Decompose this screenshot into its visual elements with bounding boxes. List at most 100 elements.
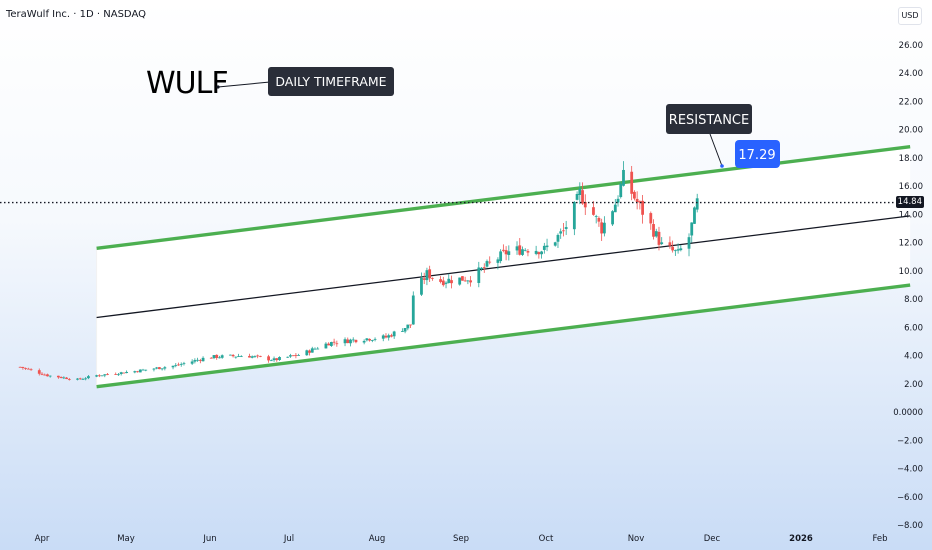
y-tick-label: −6.00 [897,493,923,503]
currency-label[interactable]: USD [898,7,922,25]
candle-body [256,355,260,357]
candles [18,161,699,381]
candle-body [155,367,159,369]
ticker-connector [217,81,271,88]
candle-body [21,366,25,368]
y-tick-label: 20.00 [899,126,923,136]
candle-body [635,198,639,203]
candle-body [594,216,598,217]
candle-body [441,280,445,286]
candle-body [329,342,333,346]
resistance-badge [735,140,780,168]
candle-body [537,252,541,255]
y-tick-label: 0.0000 [893,408,923,418]
candle-body [308,350,311,353]
candle-body [37,370,41,374]
y-tick-label: −4.00 [897,465,923,475]
x-tick-label: Nov [628,534,645,544]
y-tick-label: 12.00 [899,239,923,249]
candle-body [297,354,301,356]
x-tick-label: Oct [539,534,554,544]
candle-body [403,328,407,332]
candle-body [294,354,298,356]
candle-body [250,356,254,358]
candle-body [106,373,109,375]
candle-body [231,354,235,357]
candle-body [575,193,579,200]
y-tick-label: 6.00 [904,323,923,333]
candle-body [657,231,661,245]
candle-body [272,358,276,361]
candle-body [542,245,546,250]
candle-body [43,374,47,376]
candle-body [477,267,481,283]
candle-body [212,355,216,359]
candle-body [641,200,644,215]
candle-body [695,198,699,210]
symbol-header: TeraWulf Inc. · 1D · NASDAQ [6,9,146,20]
candle-body [521,249,524,255]
candle-body [324,343,328,349]
candle-body [425,270,429,281]
candle-body [78,378,82,380]
candle-body [305,350,309,356]
candle-body [526,251,530,253]
candle-body [228,354,232,356]
candle-body [259,355,262,357]
candle-body [411,295,415,325]
candle-body [29,369,33,371]
candle-body [501,249,505,251]
candle-body [676,249,680,251]
candle-body [572,201,576,230]
candle-body [368,338,371,341]
candle-body [619,183,623,198]
candle-body [275,358,279,361]
candle-body [248,355,251,358]
candle-body [482,267,486,268]
candle-body [125,371,129,374]
candle-body [40,373,44,375]
candle-body [518,245,522,255]
candle-body [171,365,175,368]
candle-body [581,190,584,204]
connector-dot [216,85,220,89]
candle-body [507,251,511,255]
y-tick-label: 22.00 [899,97,923,107]
y-tick-label: −8.00 [897,521,923,531]
candle-body [622,169,625,186]
candle-body [46,374,49,377]
x-tick-label: Jul [283,534,294,544]
y-tick-label: 8.00 [904,295,923,305]
x-tick-label: Feb [872,534,887,544]
candle-body [668,242,672,246]
candle-body [370,340,374,341]
candle-body [133,371,137,373]
candle-body [182,363,186,365]
timeframe-box [268,67,394,96]
x-tick-label: Apr [35,534,50,544]
candle-body [592,207,595,215]
candle-body [237,356,240,357]
candle-body [179,364,183,365]
candle-body [400,331,404,332]
candle-body [652,224,655,237]
candle-body [59,377,63,378]
candle-body [190,361,194,364]
candle-body [545,245,549,248]
y-tick-label: 4.00 [904,352,923,362]
candle-body [160,368,164,370]
candle-body [690,222,694,236]
candle-body [48,375,52,377]
candle-body [100,375,104,377]
candle-body [553,242,557,246]
candle-body [444,282,448,284]
candle-body [485,261,489,267]
candle-body [138,369,142,373]
candle-body [152,368,156,370]
candle-body [163,367,167,369]
candle-body [349,339,352,344]
candle-body [597,217,601,222]
candle-body [84,378,88,380]
